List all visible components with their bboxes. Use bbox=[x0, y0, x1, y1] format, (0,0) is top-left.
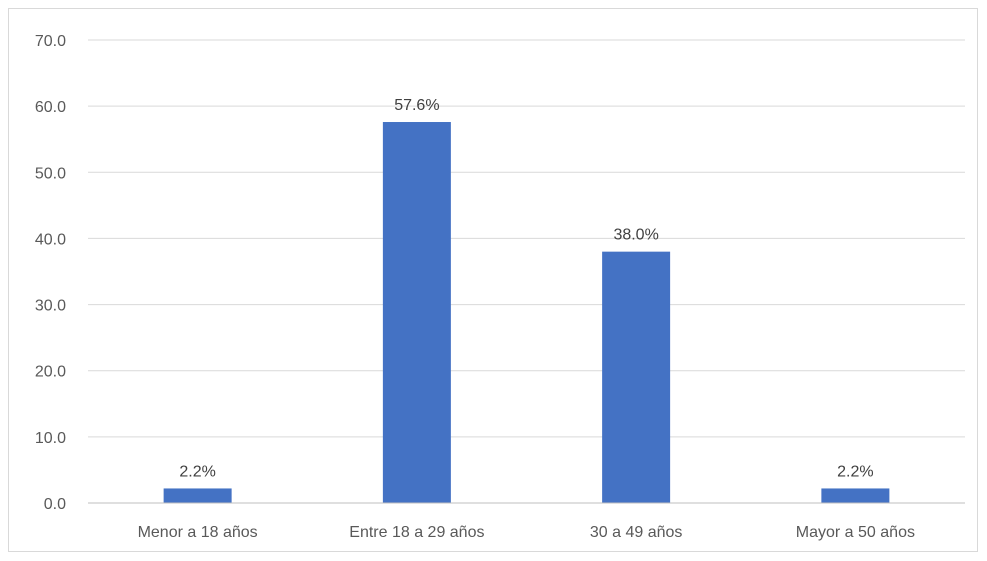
x-tick-label: Entre 18 a 29 años bbox=[349, 524, 484, 541]
data-label: 57.6% bbox=[394, 97, 439, 114]
y-tick-label: 20.0 bbox=[35, 364, 66, 381]
y-tick-label: 30.0 bbox=[35, 298, 66, 315]
y-tick-label: 10.0 bbox=[35, 430, 66, 447]
x-tick-label: Menor a 18 años bbox=[138, 524, 258, 541]
x-axis-ticks: Menor a 18 años Entre 18 a 29 años 30 a 49… bbox=[138, 524, 915, 541]
data-labels: 2.2% 57.6% 38.0% 2.2% bbox=[179, 97, 873, 480]
x-tick-label: 30 a 49 años bbox=[590, 524, 683, 541]
bar bbox=[163, 488, 232, 503]
data-label: 38.0% bbox=[613, 227, 658, 244]
gridlines bbox=[88, 39, 965, 438]
bars bbox=[163, 122, 890, 503]
bar bbox=[602, 251, 671, 503]
data-label: 2.2% bbox=[837, 463, 873, 480]
y-tick-label: 60.0 bbox=[35, 99, 66, 116]
y-axis-ticks: 0.0 10.0 20.0 30.0 40.0 50.0 60.0 70.0 bbox=[35, 33, 66, 513]
data-label: 2.2% bbox=[179, 463, 215, 480]
x-tick-label: Mayor a 50 años bbox=[796, 524, 915, 541]
y-tick-label: 40.0 bbox=[35, 231, 66, 248]
chart-frame bbox=[8, 8, 978, 552]
bar bbox=[821, 488, 890, 503]
y-tick-label: 70.0 bbox=[35, 33, 66, 50]
y-tick-label: 0.0 bbox=[44, 496, 66, 513]
bar bbox=[382, 122, 451, 503]
y-tick-label: 50.0 bbox=[35, 165, 66, 182]
